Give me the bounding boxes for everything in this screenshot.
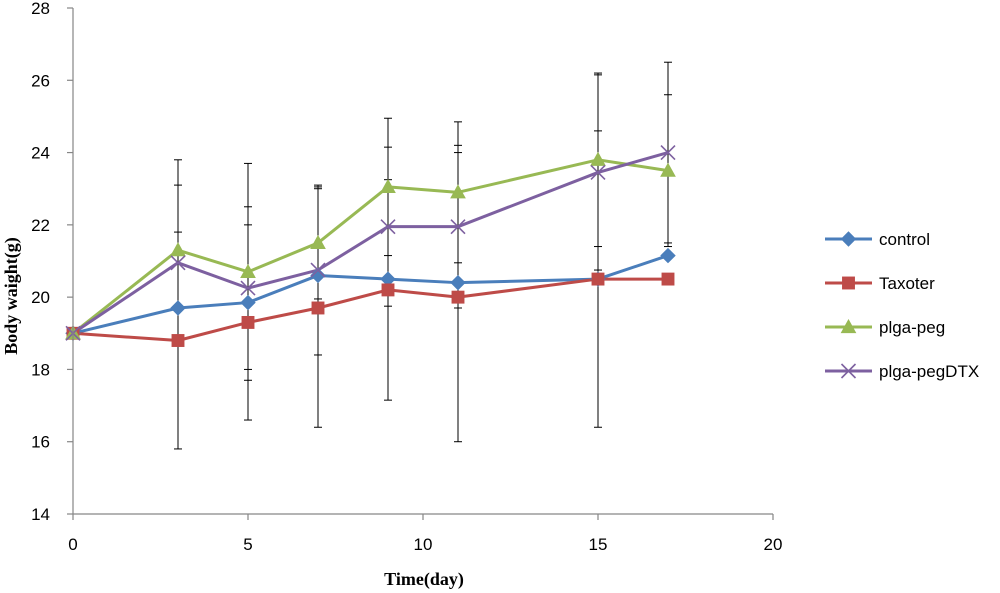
triangle-marker <box>660 162 676 177</box>
diamond-marker <box>170 300 186 316</box>
series-line-plga-pegDTX <box>72 151 669 335</box>
x-tick-label: 5 <box>243 535 252 554</box>
diamond-marker <box>660 247 676 264</box>
y-tick-label: 20 <box>31 288 50 307</box>
y-tick-label: 18 <box>31 360 50 379</box>
diamond-marker <box>450 274 466 291</box>
x-marker <box>240 280 256 296</box>
x-marker-stroke <box>840 363 857 379</box>
y-tick-label: 22 <box>31 216 50 235</box>
x-marker <box>170 255 186 271</box>
legend-label-Taxoter: Taxoter <box>879 274 935 293</box>
square-marker <box>842 276 855 290</box>
legend-label-plga-peg: plga-peg <box>879 318 945 337</box>
square-marker <box>171 334 185 347</box>
x-marker-stroke <box>310 262 326 278</box>
square-marker <box>381 283 395 297</box>
y-tick-label: 26 <box>31 71 50 90</box>
y-tick-label: 28 <box>31 0 50 18</box>
legend: control Taxoter plga-peg plga-pegDTX <box>825 230 979 381</box>
x-marker <box>660 145 676 161</box>
triangle-marker <box>170 242 186 257</box>
series-line-plga-peg <box>72 158 669 335</box>
x-marker <box>590 164 606 181</box>
square-marker <box>591 272 605 286</box>
triangle-marker <box>840 318 857 334</box>
series-line-control <box>72 254 669 335</box>
series-line-Taxoter <box>72 277 668 343</box>
triangle-marker <box>450 184 466 199</box>
x-marker-stroke <box>170 255 186 271</box>
axes <box>67 7 774 520</box>
x-axis-title: Time(day) <box>384 569 464 590</box>
diamond-marker <box>310 267 326 284</box>
triangle-marker <box>590 151 606 166</box>
legend-label-plga-pegDTX: plga-pegDTX <box>879 362 979 381</box>
square-marker <box>241 315 255 329</box>
y-axis-title: Body waight(g) <box>1 237 22 355</box>
x-marker <box>310 262 326 278</box>
x-marker-stroke <box>450 219 466 235</box>
square-marker <box>451 290 465 304</box>
x-marker-stroke <box>380 219 396 235</box>
series-lines <box>72 151 669 343</box>
x-tick-label: 20 <box>764 535 783 554</box>
x-marker-stroke <box>240 280 256 296</box>
legend-label-control: control <box>879 230 930 249</box>
square-marker <box>661 272 675 286</box>
diamond-marker <box>840 231 857 247</box>
series-markers <box>65 145 676 347</box>
x-tick-label: 15 <box>589 535 608 554</box>
x-marker <box>840 363 857 379</box>
square-marker <box>311 301 325 315</box>
error-bars <box>174 61 672 450</box>
y-tick-label: 14 <box>31 505 50 524</box>
diamond-marker <box>240 294 256 311</box>
x-tick-label: 0 <box>68 535 77 554</box>
triangle-marker <box>310 234 326 250</box>
triangle-marker <box>380 178 396 194</box>
x-marker-stroke <box>590 164 606 181</box>
y-tick-label: 24 <box>31 144 50 163</box>
tick-labels: 14 16 18 20 22 24 26 28 0 5 10 15 20 <box>31 0 782 554</box>
x-marker <box>380 219 396 235</box>
y-tick-label: 16 <box>31 433 50 452</box>
triangle-marker <box>240 263 256 278</box>
x-tick-label: 10 <box>414 535 433 554</box>
x-marker-stroke <box>660 145 676 161</box>
x-marker <box>450 219 466 235</box>
